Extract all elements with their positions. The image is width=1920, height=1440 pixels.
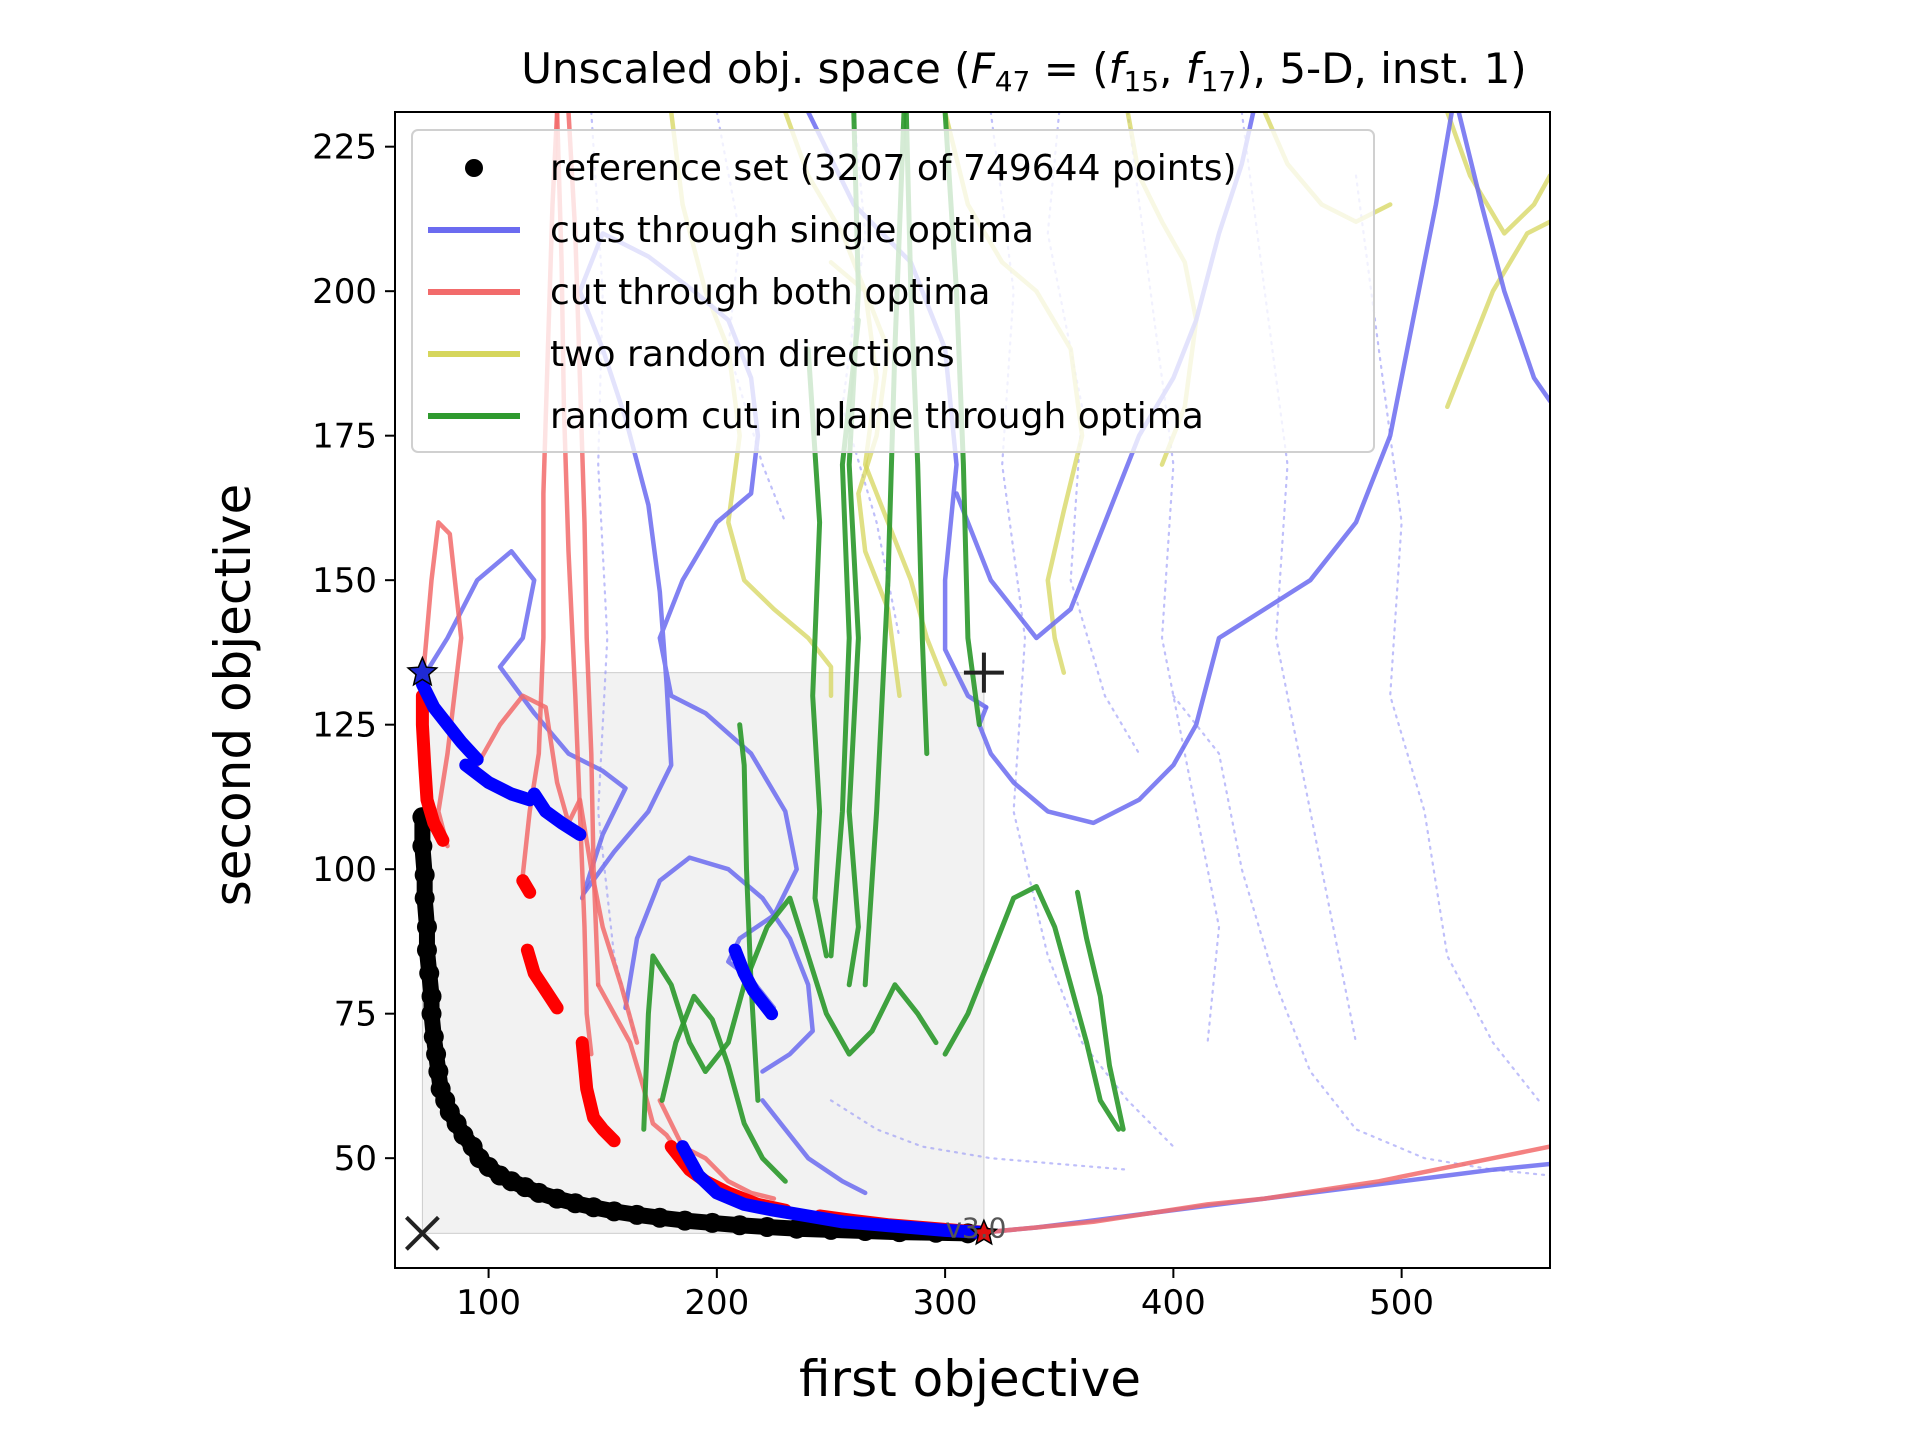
random-directions-path [1445, 219, 1550, 410]
random-plane-path [942, 884, 1122, 1132]
chart-title: Unscaled obj. space (F47 = (f15, f17), 5… [521, 44, 1526, 98]
marker-layer: v3.0 [404, 652, 1006, 1251]
random-plane-path [659, 993, 788, 1184]
x-axis-label: first objective [799, 1350, 1141, 1408]
single-optima-dotted-path [1354, 174, 1540, 1102]
x-tick-label: 100 [456, 1283, 521, 1323]
y-tick-label: 200 [312, 272, 377, 312]
dominated-region-layer [421, 672, 985, 1234]
x-tick-label: 500 [1369, 1283, 1434, 1323]
y-tick-label: 100 [312, 850, 377, 890]
single-optima-thick-path [415, 677, 484, 766]
both-optima-thick-path [575, 1036, 621, 1148]
x-axis: 100 200 300 400 500 [456, 1268, 1434, 1323]
single-optima-thick-path [527, 787, 587, 841]
legend-box [411, 129, 1375, 453]
both-optima-line-path [420, 520, 464, 849]
ideal-point-cross-icon [404, 1215, 440, 1251]
version-label: v3.0 [945, 1211, 1006, 1244]
y-tick-label: 75 [334, 995, 377, 1035]
y-axis: 50 75 100 125 150 175 200 225 [312, 128, 395, 1179]
series-reference [412, 807, 978, 1244]
single-optima-thick-path [835, 1215, 986, 1239]
random-plane-path [641, 895, 939, 1132]
single-optima-line-path [977, 112, 1455, 826]
nadir-point-plus-icon [963, 652, 1004, 693]
single-optima-dotted-path [1240, 112, 1358, 1044]
y-tick-label: 50 [334, 1139, 377, 1179]
legend: reference set (3207 of 749644 points) cut… [411, 129, 1375, 453]
single-optima-thick-path [728, 943, 779, 1021]
random-directions-path [1445, 112, 1550, 236]
y-tick-label: 225 [312, 128, 377, 168]
legend-label: random cut in plane through optima [550, 396, 1204, 437]
optimum-1-star-icon [406, 655, 439, 687]
series-single-optima-thick [415, 677, 986, 1239]
random-plane-path [1075, 889, 1126, 1132]
single-optima-line-path [1456, 112, 1550, 404]
single-optima-dotted-path [1126, 112, 1221, 1044]
y-tick-label: 125 [312, 706, 377, 746]
both-optima-thick-path [520, 943, 564, 1015]
x-tick-label: 300 [913, 1283, 978, 1323]
single-optima-thick-path [676, 1140, 849, 1229]
legend-label: reference set (3207 of 749644 points) [550, 148, 1237, 189]
single-optima-dotted-path [1046, 112, 1141, 755]
both-optima-thick-path [415, 689, 450, 847]
legend-label: cuts through single optima [550, 210, 1034, 251]
y-tick-label: 150 [312, 561, 377, 601]
single-optima-thick-path [459, 758, 537, 807]
single-optima-line-path [760, 1098, 868, 1196]
y-tick-label: 175 [312, 417, 377, 457]
plot-area: v3.0 [394, 111, 1551, 1269]
legend-label: two random directions [550, 334, 955, 375]
random-plane-path [737, 722, 761, 1103]
dominated-region [421, 672, 985, 1234]
y-axis-label: second objective [204, 484, 262, 907]
legend-label: cut through both optima [550, 272, 990, 313]
legend-dot-icon [465, 159, 483, 177]
x-tick-label: 400 [1141, 1283, 1206, 1323]
single-optima-dotted-path [1172, 694, 1550, 1177]
random-plane-path [805, 346, 829, 959]
both-optima-line-path [657, 1098, 777, 1201]
single-optima-dotted-path [829, 1099, 1129, 1171]
both-optima-line-path [983, 1144, 1550, 1235]
single-optima-line-path [420, 549, 628, 901]
x-tick-label: 200 [684, 1283, 749, 1323]
both-optima-thick-path [516, 874, 537, 899]
optimum-2-star-icon [969, 1218, 999, 1246]
plot-frame [394, 111, 1551, 1269]
single-optima-line-path [623, 855, 815, 1074]
